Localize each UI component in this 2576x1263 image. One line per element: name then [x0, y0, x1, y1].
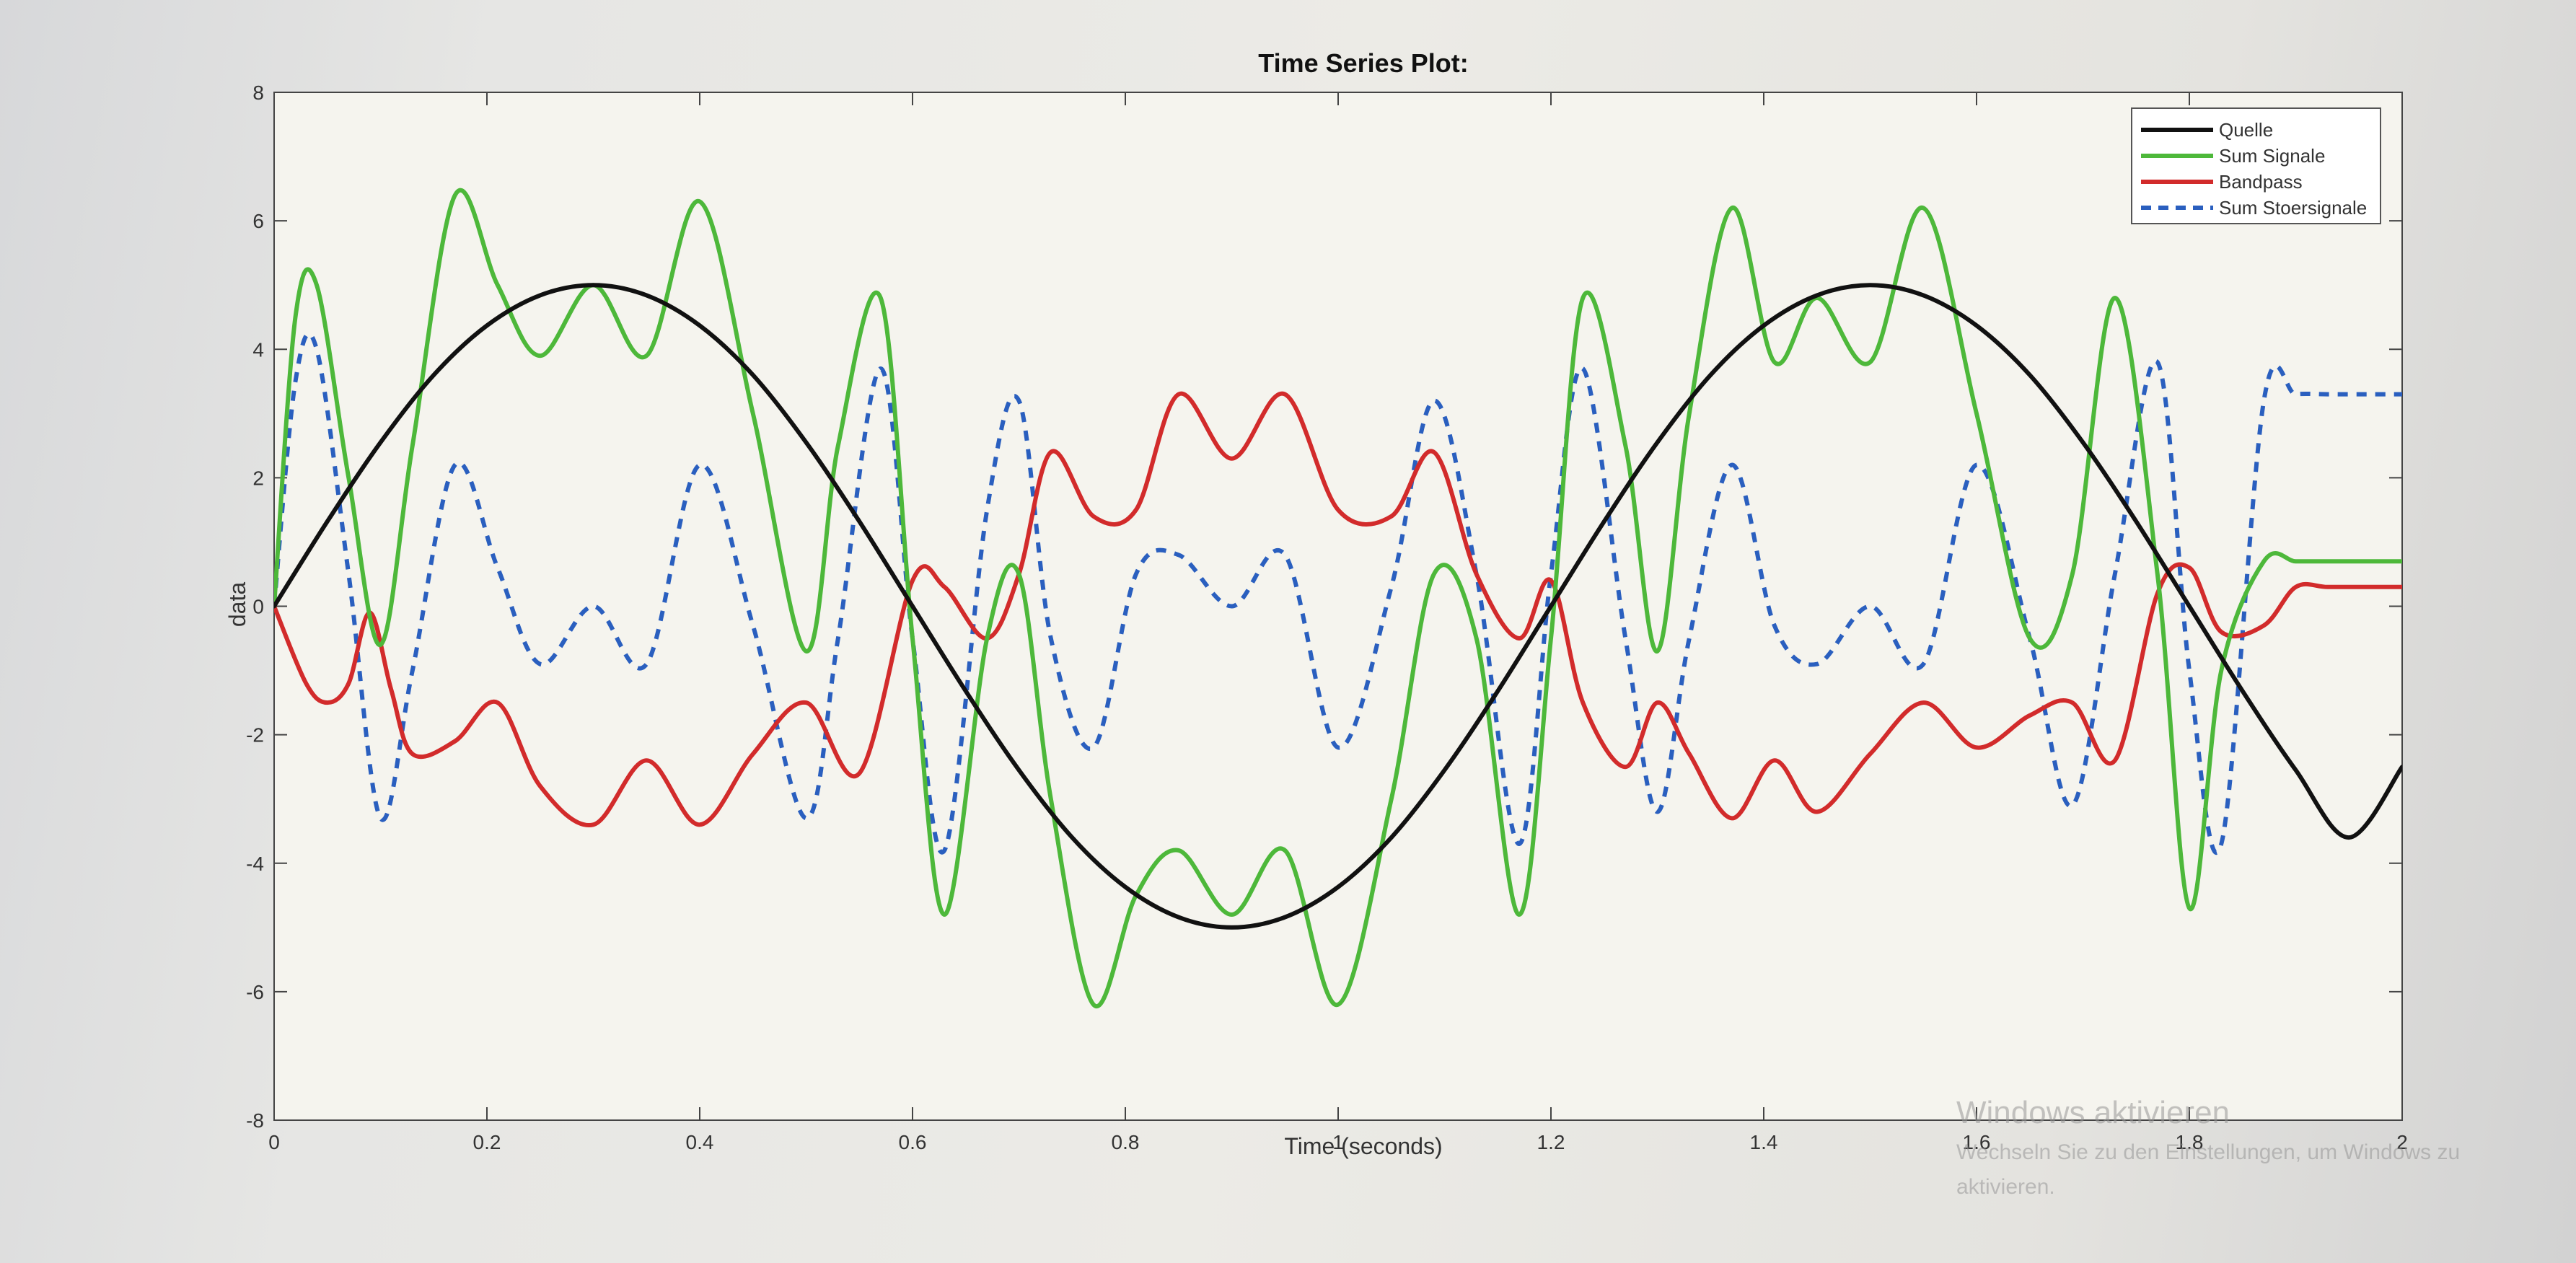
legend: Quelle Sum Signale Bandpass Sum Stoersignal… [2131, 107, 2381, 224]
x-tick-label: 0.6 [899, 1131, 927, 1153]
legend-label: Quelle [2219, 119, 2273, 141]
x-tick-label: 0 [268, 1131, 280, 1153]
x-axis-label: Time (seconds) [1284, 1133, 1442, 1159]
y-tick-label: -8 [246, 1109, 264, 1132]
plot-area [273, 92, 2403, 1121]
x-tick-label: 1.6 [1963, 1131, 1991, 1153]
axis-ticks: 0 0.2 0.4 0.6 0.8 1 1.2 1.4 1.6 1.8 2 -8 -6 -4 -2 0 2 4 6 8 [246, 82, 2408, 1153]
windows-activation-title: Windows aktivieren [1956, 1095, 2230, 1130]
x-tick-label: 2 [2396, 1131, 2408, 1153]
series-line-bandpass [274, 391, 2402, 828]
x-tick-label: 1.2 [1537, 1131, 1565, 1153]
x-tick-label: 1.8 [2176, 1131, 2204, 1153]
y-axis-label: data [224, 582, 250, 627]
y-tick-label: 6 [252, 210, 264, 232]
y-tick-label: 2 [252, 467, 264, 489]
y-tick-label: -4 [246, 853, 264, 875]
legend-label: Bandpass [2219, 171, 2303, 193]
x-tick-label: 1.4 [1750, 1131, 1778, 1153]
legend-label: Sum Signale [2219, 145, 2325, 167]
y-tick-label: 4 [252, 338, 264, 361]
y-tick-label: -2 [246, 724, 264, 747]
windows-activation-subtitle: Wechseln Sie zu den Einstellungen, um Wi… [1956, 1140, 2461, 1199]
series-layer [274, 188, 2402, 1009]
legend-box [2131, 107, 2381, 224]
x-tick-label: 0.8 [1112, 1131, 1140, 1153]
legend-label: Sum Stoersignale [2219, 197, 2367, 219]
y-tick-label: 8 [252, 82, 264, 104]
y-tick-label: 0 [252, 596, 264, 618]
x-tick-label: 0.2 [473, 1131, 501, 1153]
x-tick-label: 1 [1332, 1131, 1344, 1153]
y-tick-label: -6 [246, 981, 264, 1003]
x-tick-label: 0.4 [686, 1131, 714, 1153]
chart-title: Time Series Plot: [1258, 48, 1468, 78]
series-line-quelle [274, 283, 2402, 930]
